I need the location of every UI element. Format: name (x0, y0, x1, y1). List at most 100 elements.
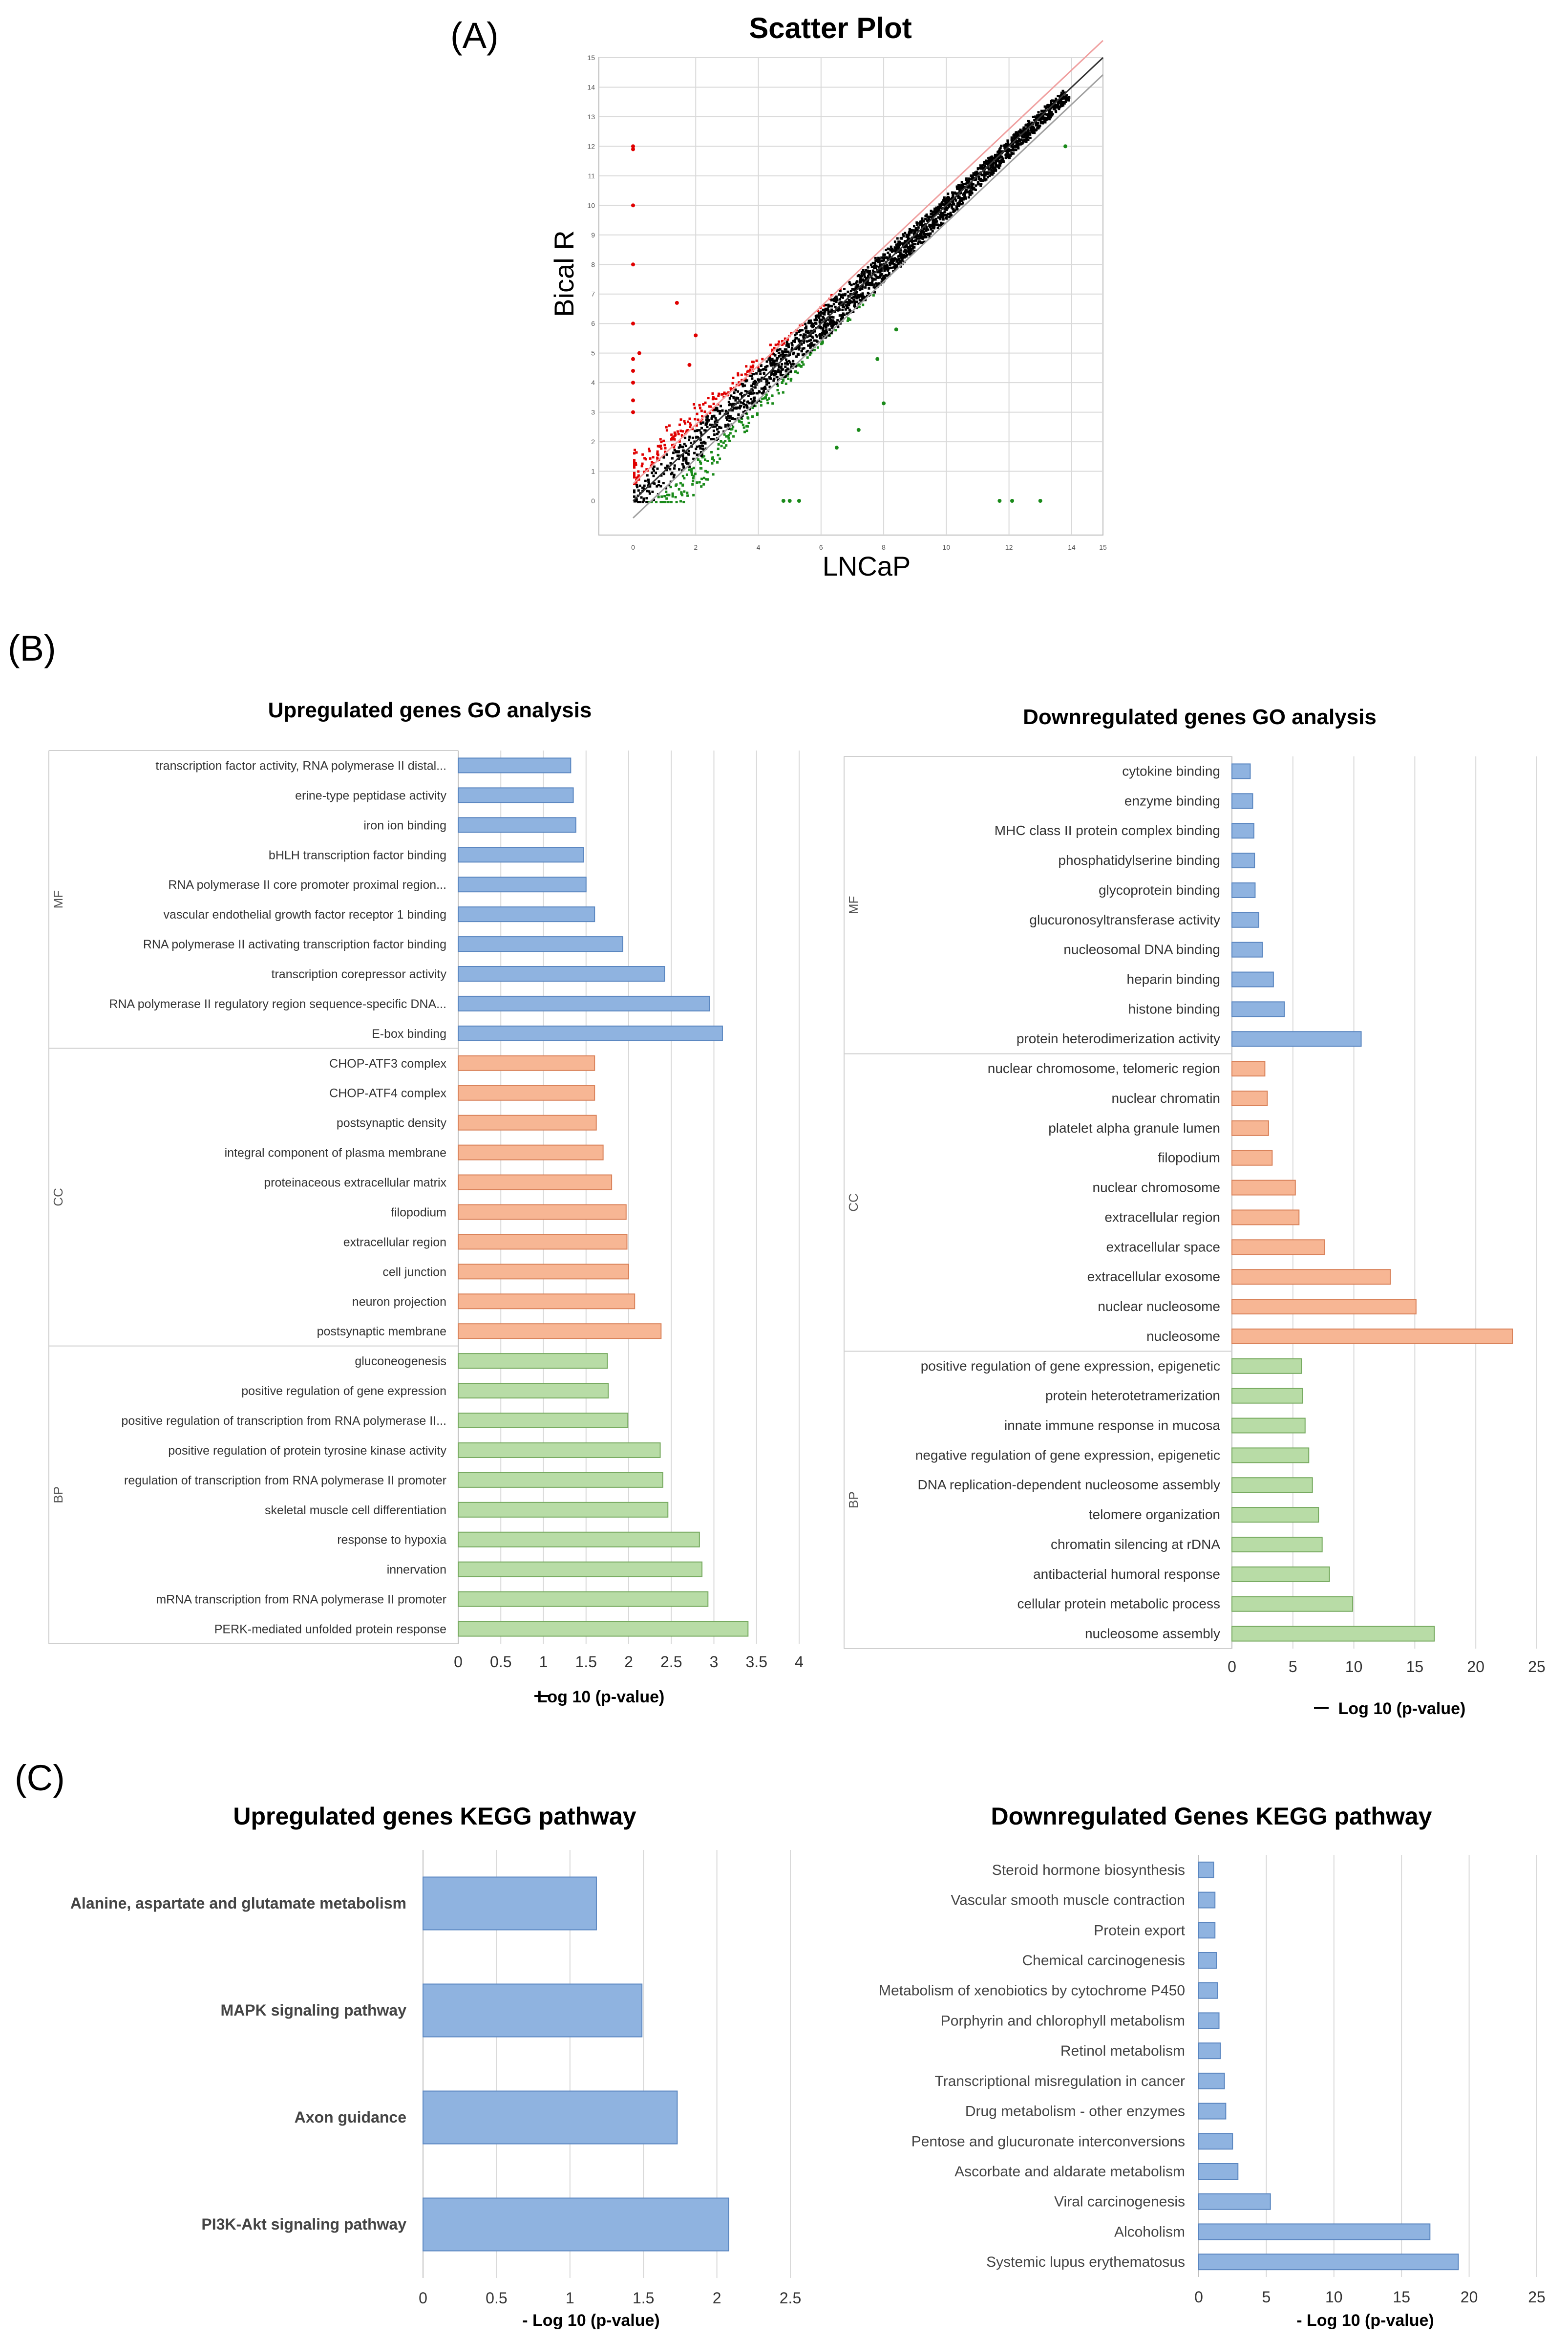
go-up-bar-vascular-endothelial-growth-factor-receptor-1-bi (458, 906, 595, 923)
go-down-bar-platelet-alpha-granule-lumen (1231, 1120, 1269, 1136)
scatter-point-up (631, 203, 635, 208)
scatter-x-tick: 15 (1099, 543, 1107, 551)
scatter-point-up (631, 144, 635, 149)
go-down-bar-cytokine-binding (1231, 763, 1251, 779)
go-up-bar-response-to-hypoxia (458, 1531, 700, 1547)
kegg-down-bar-alcoholism (1198, 2223, 1431, 2240)
kegg-down-label-alcoholism: Alcoholism (1114, 2224, 1185, 2240)
go-down-label-nucleosome: nucleosome (1146, 1329, 1220, 1344)
go-down-bar-cellular-protein-metabolic-process (1231, 1596, 1354, 1612)
go-down-label-filopodium: filopodium (1158, 1150, 1220, 1165)
go-down-bar-nucleosomal-dna-binding (1231, 942, 1263, 958)
go-up-label-transcription-corepressor-activity: transcription corepressor activity (272, 967, 447, 981)
go-down-label-extracellular-exosome: extracellular exosome (1087, 1269, 1220, 1284)
go-up-x-tick: 3.5 (746, 1653, 767, 1671)
go-up-group-bp: BP (51, 1486, 65, 1503)
go-up-label-iron-ion-binding: iron ion binding (363, 818, 446, 832)
kegg-down-chart: Downregulated Genes KEGG pathway - Log 1… (879, 1803, 1546, 2330)
scatter-threshold-lines (632, 40, 1104, 519)
kegg-down-label-retinol-metabolism: Retinol metabolism (1060, 2043, 1185, 2059)
go-up-bar-integral-component-of-plasma-membrane (458, 1144, 604, 1160)
go-down-bar-extracellular-region (1231, 1209, 1300, 1225)
go-up-x-tick: 1 (539, 1653, 548, 1671)
scatter-unchanged-points (633, 89, 1071, 504)
scatter-point-down (1038, 499, 1042, 503)
scatter-y-tick: 3 (591, 408, 595, 416)
go-up-label-e-box-binding: E-box binding (372, 1027, 446, 1041)
go-up-label-vascular-endothelial-growth-factor-receptor-1-bi: vascular endothelial growth factor recep… (163, 908, 446, 922)
go-down-bar-protein-heterodimerization-activity (1231, 1031, 1362, 1047)
scatter-y-tick: 10 (587, 201, 595, 209)
go-up-label-positive-regulation-of-transcription-from-rna-po: positive regulation of transcription fro… (121, 1414, 446, 1428)
kegg-down-label-ascorbate-and-aldarate-metabolism: Ascorbate and aldarate metabolism (954, 2164, 1185, 2180)
go-up-x-tick: 2.5 (660, 1653, 682, 1671)
scatter-y-tick: 1 (591, 468, 595, 475)
go-down-label-negative-regulation-of-gene-expression-epigeneti: negative regulation of gene expression, … (915, 1447, 1220, 1462)
panel-label-b: (B) (8, 628, 56, 668)
go-down-bar-chromatin-silencing-at-rdna (1231, 1536, 1323, 1552)
go-up-bar-proteinaceous-extracellular-matrix (458, 1174, 613, 1190)
scatter-point-down (834, 446, 839, 450)
go-down-x-axis-label: Log 10 (p-value) (1338, 1699, 1466, 1718)
go-up-title: Upregulated genes GO analysis (268, 698, 592, 722)
go-up-bar-regulation-of-transcription-from-rna-polymerase- (458, 1472, 663, 1488)
go-down-label-glycoprotein-binding: glycoprotein binding (1099, 882, 1220, 898)
go-up-label-perk-mediated-unfolded-protein-response: PERK-mediated unfolded protein response (214, 1623, 446, 1636)
kegg-down-bar-chemical-carcinogenesis (1198, 1952, 1217, 1969)
go-up-bar-postsynaptic-membrane (458, 1323, 662, 1339)
kegg-down-bar-viral-carcinogenesis (1198, 2193, 1271, 2210)
kegg-down-bar-drug-metabolism-other-enzymes (1198, 2103, 1227, 2120)
kegg-down-x-tick: 15 (1393, 2288, 1410, 2306)
kegg-down-bar-systemic-lupus-erythematosus (1198, 2254, 1459, 2271)
go-up-label-response-to-hypoxia: response to hypoxia (337, 1533, 446, 1547)
scatter-y-tick: 4 (591, 379, 595, 387)
kegg-up-x-axis-label: - Log 10 (p-value) (522, 2311, 659, 2330)
scatter-x-tick: 8 (882, 543, 886, 551)
go-up-label-positive-regulation-of-gene-expression: positive regulation of gene expression (241, 1384, 446, 1398)
go-up-bar-e-box-binding (458, 1025, 723, 1041)
kegg-down-x-tick: 10 (1325, 2288, 1343, 2306)
go-up-bar-transcription-factor-activity-rna-polymerase-ii- (458, 757, 572, 773)
scatter-grid (598, 57, 1103, 536)
go-down-bar-dna-replication-dependent-nucleosome-assembly (1231, 1477, 1313, 1493)
go-down-group-bp: BP (846, 1491, 861, 1508)
scatter-point-up (631, 410, 635, 414)
kegg-up-x-tick: 2.5 (780, 2289, 801, 2307)
go-down-title: Downregulated genes GO analysis (1023, 705, 1377, 729)
go-down-bar-heparin-binding (1231, 971, 1274, 988)
go-down-bar-innate-immune-response-in-mucosa (1231, 1417, 1306, 1434)
scatter-y-tick: 9 (591, 231, 595, 239)
kegg-down-label-transcriptional-misregulation-in-cancer: Transcriptional misregulation in cancer (935, 2073, 1185, 2089)
go-up-group-mf: MF (51, 890, 65, 909)
kegg-up-label-axon-guidance: Axon guidance (295, 2108, 406, 2126)
scatter-point-down (997, 499, 1002, 503)
scatter-point-up (631, 398, 635, 403)
go-up-bar-innervation (458, 1561, 703, 1577)
kegg-up-label-mapk-signaling-pathway: MAPK signaling pathway (221, 2001, 407, 2019)
scatter-point-up (631, 381, 635, 385)
kegg-down-x-tick: 20 (1461, 2288, 1478, 2306)
go-up-bar-chop-atf4-complex (458, 1085, 595, 1101)
go-up-x-tick: 0.5 (490, 1653, 511, 1671)
go-up-label-innervation: innervation (387, 1563, 446, 1577)
go-up-label-gluconeogenesis: gluconeogenesis (355, 1354, 446, 1368)
go-up-bar-positive-regulation-of-transcription-from-rna-po (458, 1413, 629, 1428)
go-up-bar-chop-atf3-complex (458, 1055, 595, 1071)
scatter-x-tick: 4 (757, 543, 761, 551)
scatter-y-tick: 7 (591, 290, 595, 298)
go-down-bar-positive-regulation-of-gene-expression-epigeneti (1231, 1358, 1302, 1374)
kegg-up-x-tick: 1.5 (633, 2289, 654, 2307)
go-down-bar-protein-heterotetramerization (1231, 1388, 1303, 1404)
go-up-label-transcription-factor-activity-rna-polymerase-ii-: transcription factor activity, RNA polym… (155, 759, 446, 773)
go-down-x-tick: 25 (1528, 1658, 1546, 1675)
kegg-down-bar-ascorbate-and-aldarate-metabolism (1198, 2163, 1239, 2180)
go-up-bar-perk-mediated-unfolded-protein-response (458, 1621, 749, 1637)
go-down-label-dna-replication-dependent-nucleosome-assembly: DNA replication-dependent nucleosome ass… (918, 1477, 1220, 1492)
go-down-label-nucleosome-assembly: nucleosome assembly (1085, 1626, 1220, 1641)
scatter-point-up (631, 322, 635, 326)
go-up-x-axis-label: Log 10 (p-value) (537, 1688, 665, 1706)
kegg-down-label-drug-metabolism-other-enzymes: Drug metabolism - other enzymes (965, 2104, 1185, 2120)
go-down-bar-telomere-organization (1231, 1507, 1319, 1523)
go-down-label-histone-binding: histone binding (1128, 1001, 1220, 1016)
kegg-up-chart: Upregulated genes KEGG pathway - Log 10 … (70, 1803, 801, 2330)
